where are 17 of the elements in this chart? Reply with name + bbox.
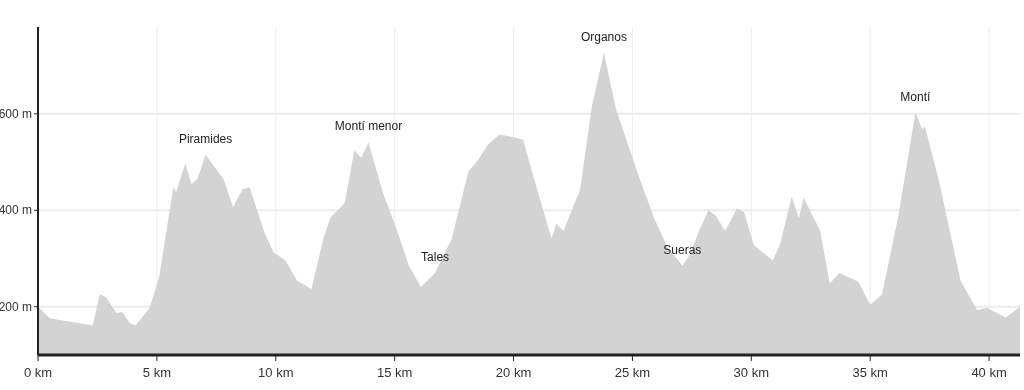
x-tick-label: 20 km	[495, 365, 532, 380]
annotation: Piramides	[178, 132, 233, 147]
x-tick-label: 5 km	[142, 365, 171, 380]
annotation: Montí menor	[334, 119, 403, 134]
x-tick-label: 40 km	[971, 365, 1007, 380]
x-tick-label: 15 km	[376, 365, 413, 380]
x-tick-label: 35 km	[852, 365, 888, 380]
x-tick-label: 30 km	[733, 365, 770, 380]
annotation: Sueras	[663, 242, 702, 257]
y-tick-label: 600 m	[0, 107, 32, 122]
y-tick-label: 200 m	[0, 299, 32, 314]
x-tick-label: 25 km	[614, 365, 651, 380]
x-tick-label: 10 km	[258, 365, 294, 380]
annotation: Montí	[900, 90, 932, 105]
annotation: Tales	[421, 250, 450, 265]
x-tick-label: 0 km	[23, 365, 53, 380]
annotation: Organos	[580, 30, 627, 45]
